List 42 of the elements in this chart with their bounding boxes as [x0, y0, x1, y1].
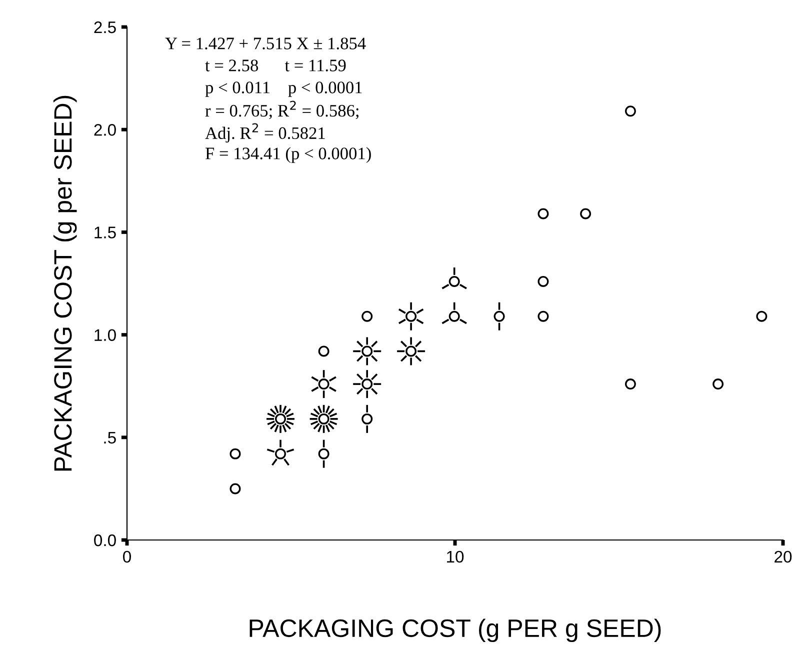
point [318, 378, 330, 390]
y-tick-label: .5 [104, 432, 116, 444]
point [406, 346, 417, 357]
point [712, 378, 724, 390]
x-tick-label: 20 [774, 550, 792, 563]
annotation: p < 0.011 p < 0.0001 [205, 82, 362, 97]
point [624, 106, 636, 117]
y-tick-label: 0.0 [94, 534, 116, 546]
point [362, 413, 373, 424]
y-tick-label: 2.5 [94, 21, 116, 34]
point [318, 448, 330, 460]
point [362, 310, 373, 322]
y-tick-label: 1.5 [94, 226, 116, 238]
annotation: F = 134.41 (p < 0.0001) [206, 147, 371, 163]
y-tick-label: 1.0 [94, 329, 116, 342]
point [318, 346, 330, 357]
point [494, 310, 505, 322]
x-tick-label: 10 [447, 550, 464, 563]
point [448, 276, 460, 287]
point [230, 448, 241, 460]
point [448, 310, 460, 322]
annotation: t = 2.58 t = 11.59 [205, 60, 346, 72]
point [756, 310, 768, 322]
annotation: Adj. R$^{2}$ = 0.5821 [205, 123, 325, 143]
point [538, 310, 549, 322]
y-tick-label: 2.0 [94, 124, 116, 136]
annotation: r = 0.765; R$^{2}$ = 0.586; [205, 100, 358, 120]
point [362, 346, 373, 357]
point [230, 483, 241, 494]
y-axis-title: PACKAGING COST (g per SEED) [53, 96, 77, 471]
point [624, 378, 636, 390]
x-axis-title: PACKAGING COST (g PER g SEED) [250, 618, 661, 642]
point [318, 413, 330, 424]
point [538, 276, 549, 287]
point [275, 448, 286, 460]
point [362, 378, 373, 390]
point [406, 310, 417, 322]
point [538, 208, 549, 220]
point [275, 413, 286, 424]
x-tick-label: 0 [123, 550, 131, 563]
annotation: Y = 1.427 + 7.515 X ± 1.854 [165, 38, 366, 50]
point [580, 208, 592, 220]
